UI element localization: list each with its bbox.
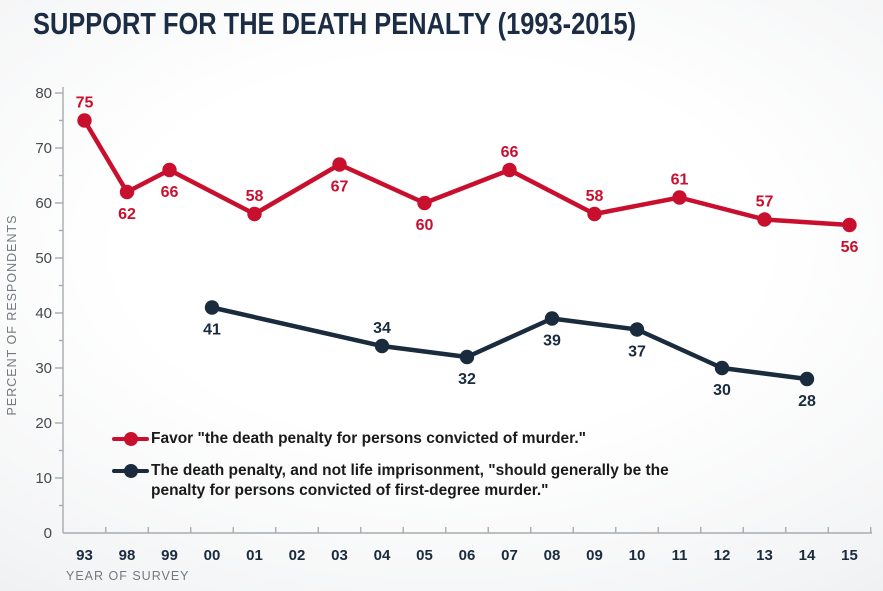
legend-label-favor: Favor "the death penalty for persons con… [151,430,587,447]
legend-item-favor: Favor "the death penalty for persons con… [112,429,716,449]
data-label: 37 [628,344,646,361]
data-label: 67 [331,179,349,196]
data-label: 60 [416,217,434,234]
x-tick-label: 01 [246,547,263,564]
x-tick-label: 05 [416,547,433,564]
y-axis-title: PERCENT OF RESPONDENTS [5,215,19,416]
legend-label-alternative: The death penalty, and not life imprison… [151,462,669,499]
data-label: 39 [543,333,561,350]
axes [55,87,872,534]
x-tick-label: 04 [374,547,391,564]
data-point [587,206,602,222]
legend-dot-icon [123,464,138,478]
series-1: 41 34 32 39 37 30 28 [203,300,816,410]
legend-marker-alternative [112,464,149,478]
data-label: 66 [501,144,519,161]
data-point [714,360,730,376]
data-label: 34 [373,320,391,337]
data-point [332,157,347,172]
x-tick-label: 00 [204,547,221,564]
y-tick-label: 20 [35,415,52,432]
x-tick-label: 14 [799,547,816,564]
data-label: 61 [671,172,689,189]
x-tick-label: 12 [714,547,731,564]
data-label: 62 [118,206,136,223]
x-tick-label: 11 [672,547,688,564]
legend-dot-icon [123,432,138,446]
y-tick-label: 0 [44,525,52,542]
tick-labels: 0 10 20 30 40 50 60 70 80 93 98 99 00 01 02 03 04 05 06 07 0… [35,85,858,564]
x-tick-label: 08 [544,547,561,564]
data-point [247,206,262,222]
data-label: 66 [161,184,179,201]
y-tick-label: 10 [35,470,52,487]
data-point [757,212,772,227]
series-line [82,118,852,228]
x-tick-label: 15 [841,547,858,564]
data-point [119,184,135,200]
x-axis-title: YEAR OF SURVEY [66,569,190,583]
data-point [204,300,220,315]
y-tick-label: 70 [35,140,52,157]
x-tick-label: 06 [459,547,476,564]
data-point [629,322,645,337]
data-label: 58 [586,188,604,205]
y-tick-label: 50 [35,250,52,267]
data-label: 32 [458,371,476,388]
data-label: 56 [841,239,859,256]
data-label: 75 [76,95,94,112]
data-label: 41 [203,322,221,339]
data-label: 57 [756,194,774,211]
data-point [459,349,475,365]
data-point [502,162,517,178]
y-tick-label: 30 [35,360,52,377]
x-tick-label: 02 [289,547,306,564]
chart-legend: Favor "the death penalty for persons con… [112,429,716,501]
data-point [544,311,560,326]
data-point [417,195,432,211]
data-point [77,113,92,128]
legend-marker-favor [112,432,149,446]
x-tick-label: 13 [756,547,773,564]
x-tick-label: 93 [76,547,93,564]
data-label: 58 [246,188,264,205]
x-tick-label: 99 [161,547,178,564]
x-tick-label: 09 [586,547,603,564]
data-point [799,371,815,387]
data-point [842,217,857,233]
series-0: 75 62 66 58 67 60 66 58 61 57 56 [76,95,859,257]
x-tick-label: 10 [629,547,646,564]
x-tick-label: 98 [119,547,136,564]
x-tick-label: 07 [501,547,518,564]
page-title: SUPPORT FOR THE DEATH PENALTY (1993-2015… [33,6,637,41]
data-label: 28 [798,393,816,410]
data-point [162,162,177,178]
y-tick-label: 40 [35,305,52,322]
data-point [672,190,687,205]
x-tick-label: 03 [331,547,348,564]
y-tick-label: 60 [35,195,52,212]
data-label: 30 [713,382,731,399]
legend-item-alternative: The death penalty, and not life imprison… [112,461,716,501]
data-point [374,338,390,354]
y-tick-label: 80 [35,85,52,102]
